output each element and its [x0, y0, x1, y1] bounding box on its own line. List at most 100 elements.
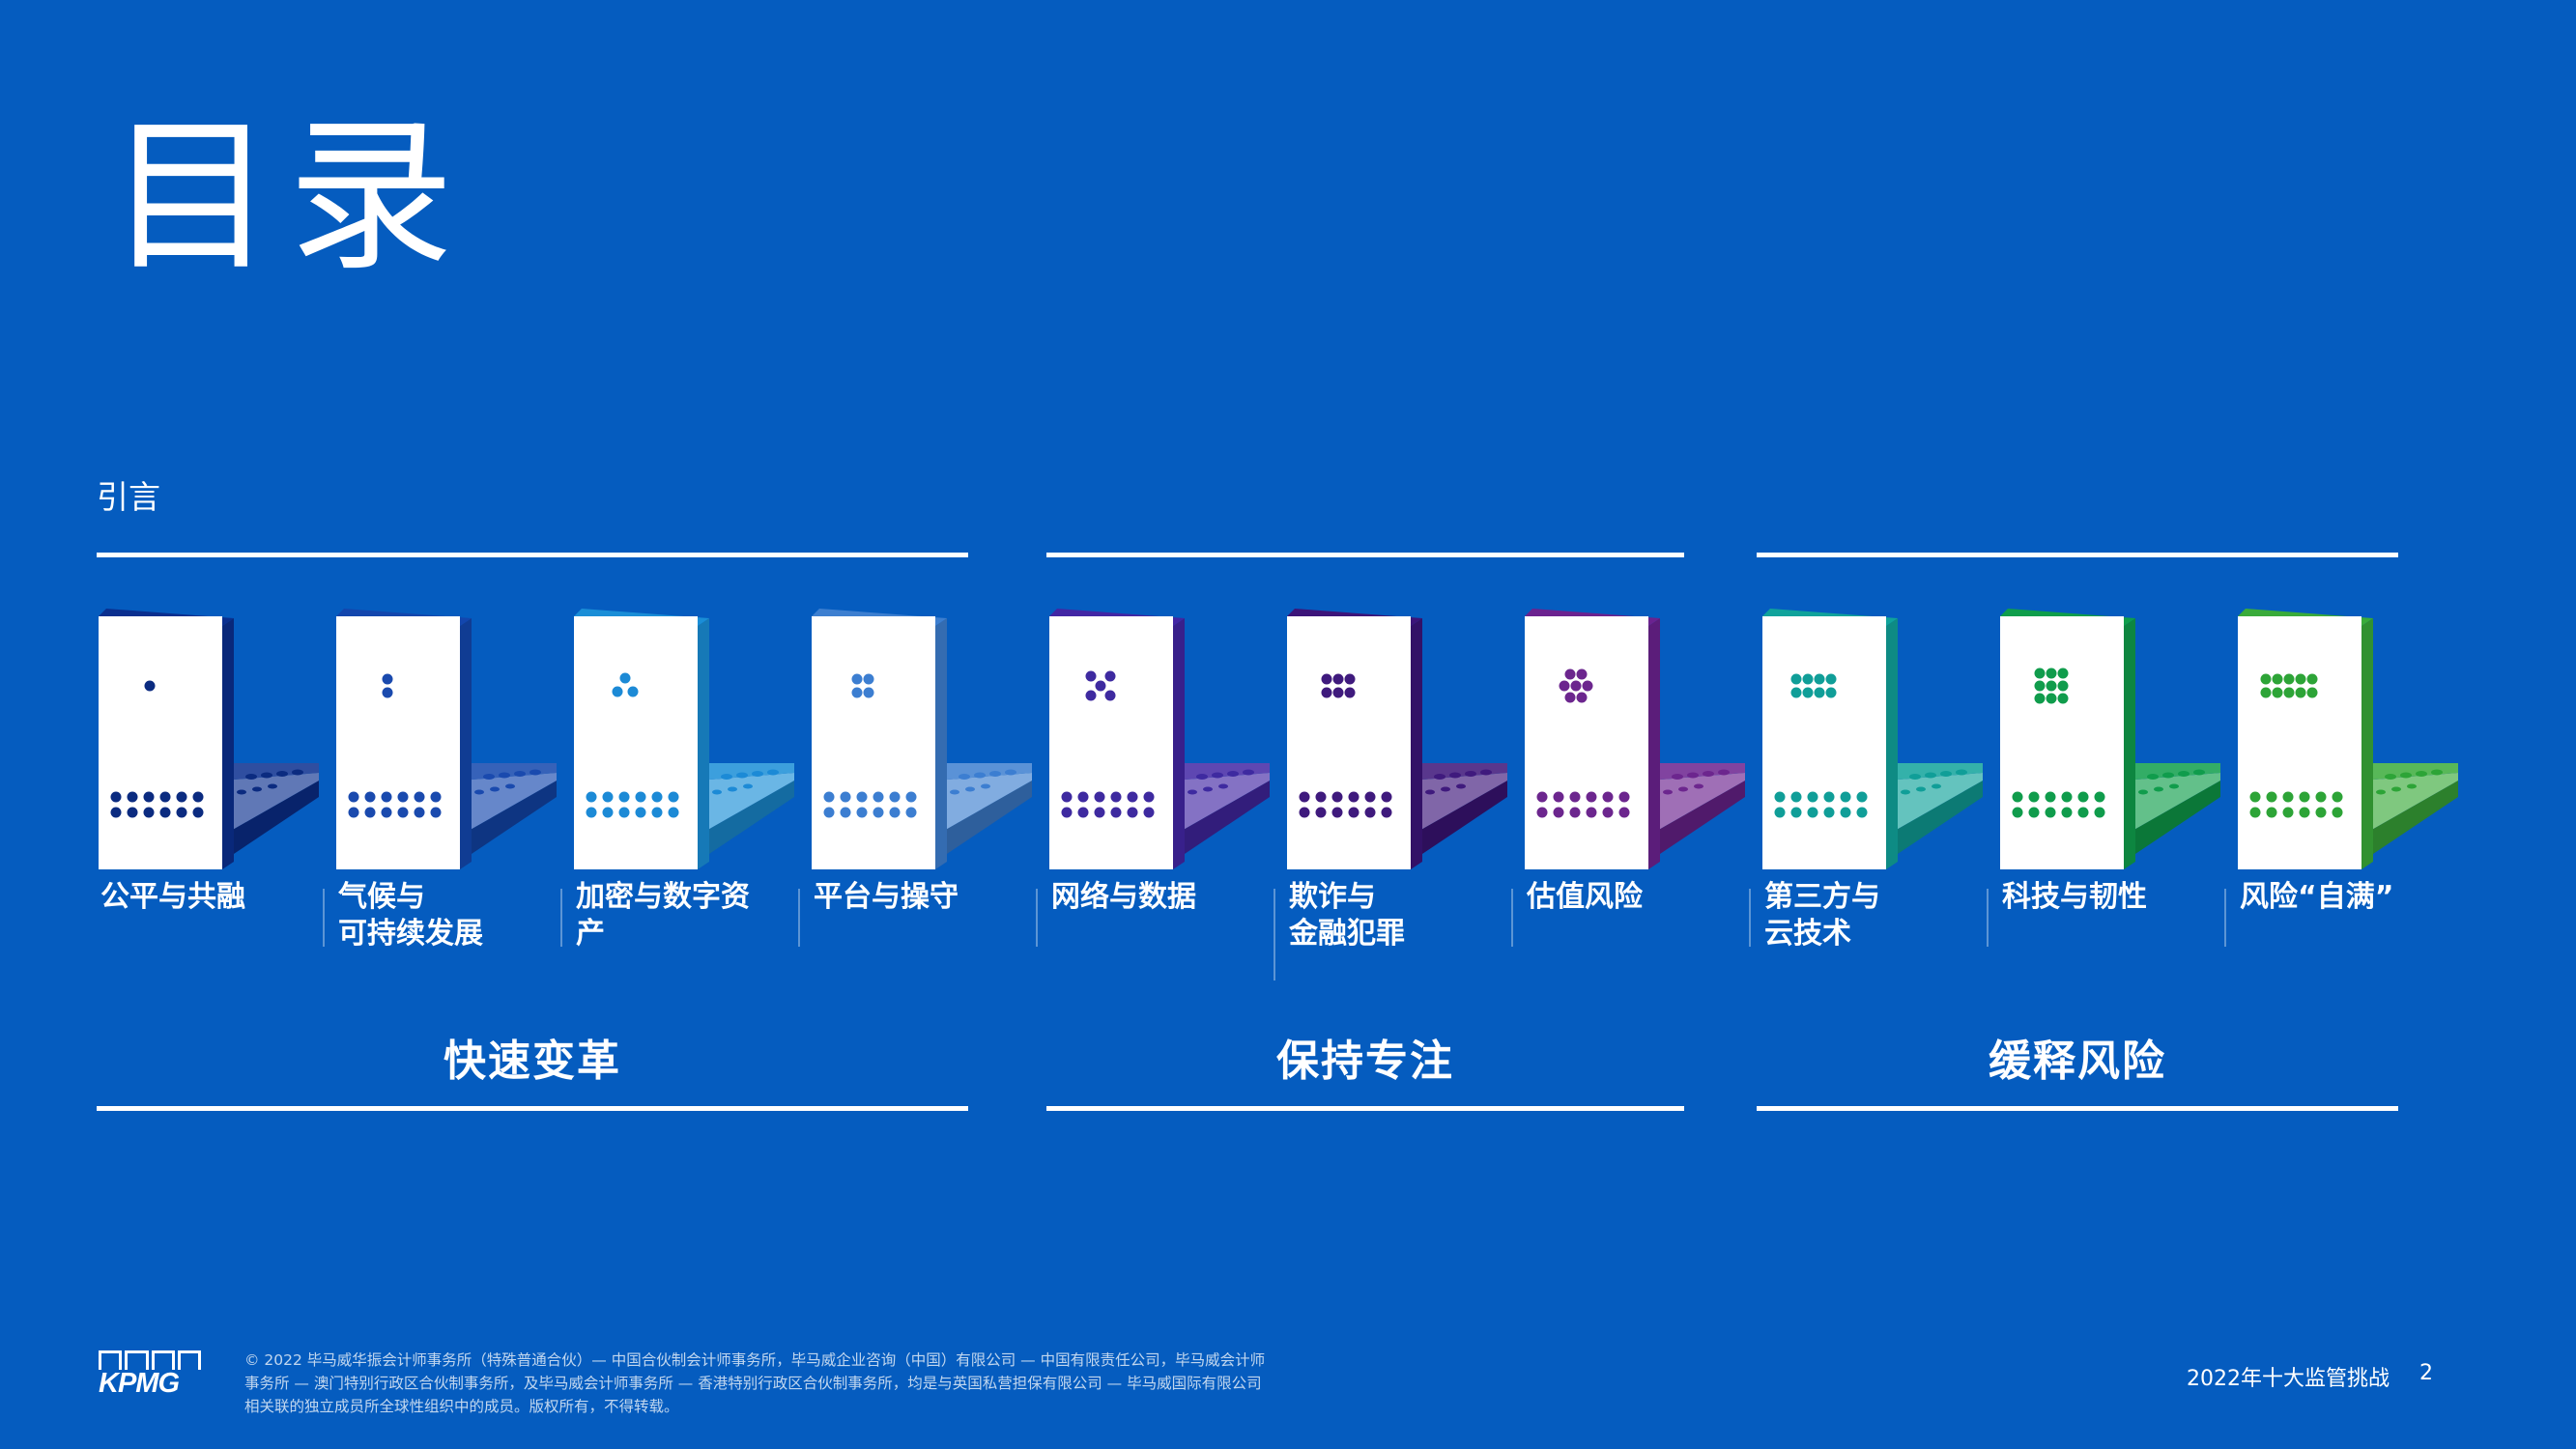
- card-bottom-dot: [1364, 791, 1376, 803]
- card-floor-dot: [1718, 769, 1730, 776]
- card-bottom-dot: [1807, 791, 1818, 803]
- card-bottom-dot: [1602, 807, 1614, 818]
- topic-label-6[interactable]: 欺诈与 金融犯罪: [1289, 880, 1405, 951]
- card-top-dot: [2306, 687, 2318, 698]
- topic-label-7[interactable]: 估值风险: [1527, 880, 1643, 914]
- topic-card-4[interactable]: [810, 609, 1051, 879]
- card-bottom-dot: [635, 791, 646, 803]
- card-bottom-dot: [1077, 791, 1089, 803]
- card-bottom-dot: [1127, 807, 1138, 818]
- topic-card-graphic: [1049, 609, 1270, 869]
- card-bottom-dot: [1569, 791, 1581, 803]
- group-top-rule-3: [1757, 553, 2398, 557]
- card-top-dot: [1332, 687, 1344, 698]
- card-floor-top: [1648, 773, 1745, 836]
- card-top-dot: [1814, 673, 1825, 685]
- topic-label-1[interactable]: 公平与共融: [100, 880, 245, 914]
- card-floor-dot: [2138, 789, 2148, 795]
- card-bottom-dot: [1536, 791, 1548, 803]
- card-floor-dot: [1425, 789, 1435, 795]
- card-floor-top: [222, 773, 319, 836]
- card-floor-dot: [974, 772, 986, 779]
- topic-label-3[interactable]: 加密与数字资产: [576, 880, 750, 951]
- card-floor-edge: [1173, 781, 1270, 862]
- label-separator: [1511, 889, 1513, 947]
- card-floor-dot: [1909, 774, 1921, 780]
- card-bottom-dot: [348, 791, 359, 803]
- topic-label-2[interactable]: 气候与 可持续发展: [338, 880, 483, 951]
- card-floor-top: [935, 773, 1032, 836]
- topic-label-8[interactable]: 第三方与 云技术: [1764, 880, 1880, 951]
- card-slab-front: [1762, 616, 1886, 869]
- topic-label-10[interactable]: 风险“自满”: [2240, 880, 2394, 914]
- card-bottom-dot: [2332, 807, 2343, 818]
- card-bottom-dot: [1553, 807, 1564, 818]
- card-floor-dot: [1940, 771, 1952, 777]
- card-floor-top: [1886, 773, 1983, 836]
- card-slab-side: [1648, 618, 1660, 869]
- topic-card-1[interactable]: [97, 609, 338, 879]
- card-floor-dot: [1212, 772, 1223, 779]
- page-number: 2: [2419, 1361, 2433, 1385]
- card-slab-front: [1525, 616, 1648, 869]
- card-bottom-dot: [1840, 807, 1851, 818]
- card-top-dot: [2260, 687, 2272, 698]
- card-top-dot: [1790, 687, 1802, 698]
- card-bottom-dot: [1856, 791, 1868, 803]
- card-top-dot: [1332, 673, 1344, 685]
- card-bottom-dot: [873, 807, 884, 818]
- card-bottom-dot: [586, 791, 597, 803]
- label-separator: [323, 889, 325, 947]
- topic-card-9[interactable]: [1998, 609, 2240, 879]
- card-bottom-dot: [2249, 791, 2261, 803]
- card-bottom-dot: [1774, 807, 1786, 818]
- card-floor-dot: [1694, 783, 1703, 789]
- topic-label-5[interactable]: 网络与数据: [1051, 880, 1196, 914]
- card-bottom-dot: [1856, 807, 1868, 818]
- intro-link[interactable]: 引言: [97, 478, 160, 516]
- kpmg-logo-text: KPMG: [99, 1368, 180, 1399]
- card-top-dot: [1576, 668, 1588, 680]
- topic-card-8[interactable]: [1760, 609, 2002, 879]
- card-top-dot: [627, 686, 639, 697]
- card-floor-edge: [1648, 781, 1745, 862]
- card-bottom-dot: [1602, 791, 1614, 803]
- topic-card-graphic: [574, 609, 794, 869]
- topic-card-7[interactable]: [1523, 609, 1764, 879]
- topic-card-6[interactable]: [1285, 609, 1527, 879]
- card-top-dot: [1085, 690, 1097, 701]
- card-bottom-dot: [1823, 791, 1835, 803]
- card-floor-dot: [1005, 769, 1016, 776]
- topic-card-5[interactable]: [1047, 609, 1289, 879]
- topic-card-10[interactable]: [2236, 609, 2477, 879]
- card-bottom-dot: [2061, 791, 2073, 803]
- card-floor-dot: [752, 771, 763, 777]
- card-top-dot: [863, 673, 874, 685]
- card-floor-dot: [292, 769, 303, 776]
- card-slab-front: [1287, 616, 1411, 869]
- card-top-dot: [1802, 673, 1814, 685]
- topic-card-3[interactable]: [572, 609, 814, 879]
- card-top-dot: [851, 673, 863, 685]
- card-top-dot: [1104, 690, 1116, 701]
- card-bottom-dot: [2266, 791, 2277, 803]
- card-floor-dot: [1465, 771, 1476, 777]
- topic-label-9[interactable]: 科技与韧性: [2002, 880, 2147, 914]
- card-floor-dot: [2407, 783, 2417, 789]
- card-bottom-dot: [364, 807, 376, 818]
- card-floor-edge: [1886, 781, 1983, 862]
- card-bottom-dot: [176, 807, 187, 818]
- group-label-rapid-change: 快速变革: [444, 1037, 621, 1086]
- topic-card-2[interactable]: [334, 609, 576, 879]
- card-bottom-dot: [2061, 807, 2073, 818]
- card-bottom-dot: [1061, 807, 1073, 818]
- card-slab-front: [2238, 616, 2361, 869]
- card-bottom-dot: [1348, 791, 1360, 803]
- card-floor-edge: [460, 781, 557, 862]
- card-top-dot: [1825, 687, 1837, 698]
- topic-card-graphic: [812, 609, 1032, 869]
- card-bottom-dot: [668, 807, 679, 818]
- topic-label-4[interactable]: 平台与操守: [814, 880, 959, 914]
- card-bottom-dot: [2028, 791, 2040, 803]
- page-title: 目录: [108, 99, 468, 294]
